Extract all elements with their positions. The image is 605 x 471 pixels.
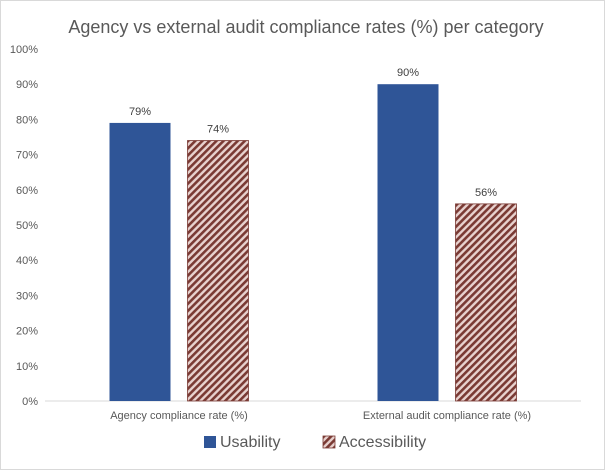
- legend-swatch-accessibility: [322, 435, 336, 449]
- category-label: External audit compliance rate (%): [363, 410, 531, 422]
- legend-label-accessibility: Accessibility: [339, 434, 426, 451]
- bar-usability-1[interactable]: [109, 122, 171, 402]
- bar-usability-2[interactable]: [377, 84, 439, 401]
- bar-accessibility-1[interactable]: [187, 140, 249, 402]
- bars-group: 79% 74% 90% 56%: [109, 67, 517, 402]
- y-tick-label: 10%: [16, 361, 38, 373]
- y-tick-label: 50%: [16, 220, 38, 232]
- y-tick-label: 90%: [16, 79, 38, 91]
- x-axis: Agency compliance rate (%) External audit…: [110, 410, 531, 422]
- y-tick-label: 40%: [16, 255, 38, 267]
- y-tick-label: 30%: [16, 290, 38, 302]
- legend: Usability Accessibility: [204, 434, 426, 451]
- legend-swatch-usability: [204, 436, 216, 448]
- y-tick-label: 80%: [16, 114, 38, 126]
- y-tick-label: 100%: [10, 44, 38, 56]
- y-tick-label: 70%: [16, 150, 38, 162]
- y-tick-label: 60%: [16, 185, 38, 197]
- data-label: 79%: [129, 106, 151, 118]
- category-label: Agency compliance rate (%): [110, 410, 248, 422]
- data-label: 56%: [475, 187, 497, 199]
- y-tick-label: 0%: [22, 396, 38, 408]
- legend-label-usability: Usability: [220, 434, 280, 451]
- y-tick-label: 20%: [16, 326, 38, 338]
- data-label: 74%: [207, 124, 229, 136]
- chart-title: Agency vs external audit compliance rate…: [68, 17, 543, 37]
- y-axis: 0% 10% 20% 30% 40% 50% 60% 70% 80% 90% 100%: [10, 44, 38, 408]
- bar-accessibility-2[interactable]: [455, 203, 517, 402]
- data-label: 90%: [397, 67, 419, 79]
